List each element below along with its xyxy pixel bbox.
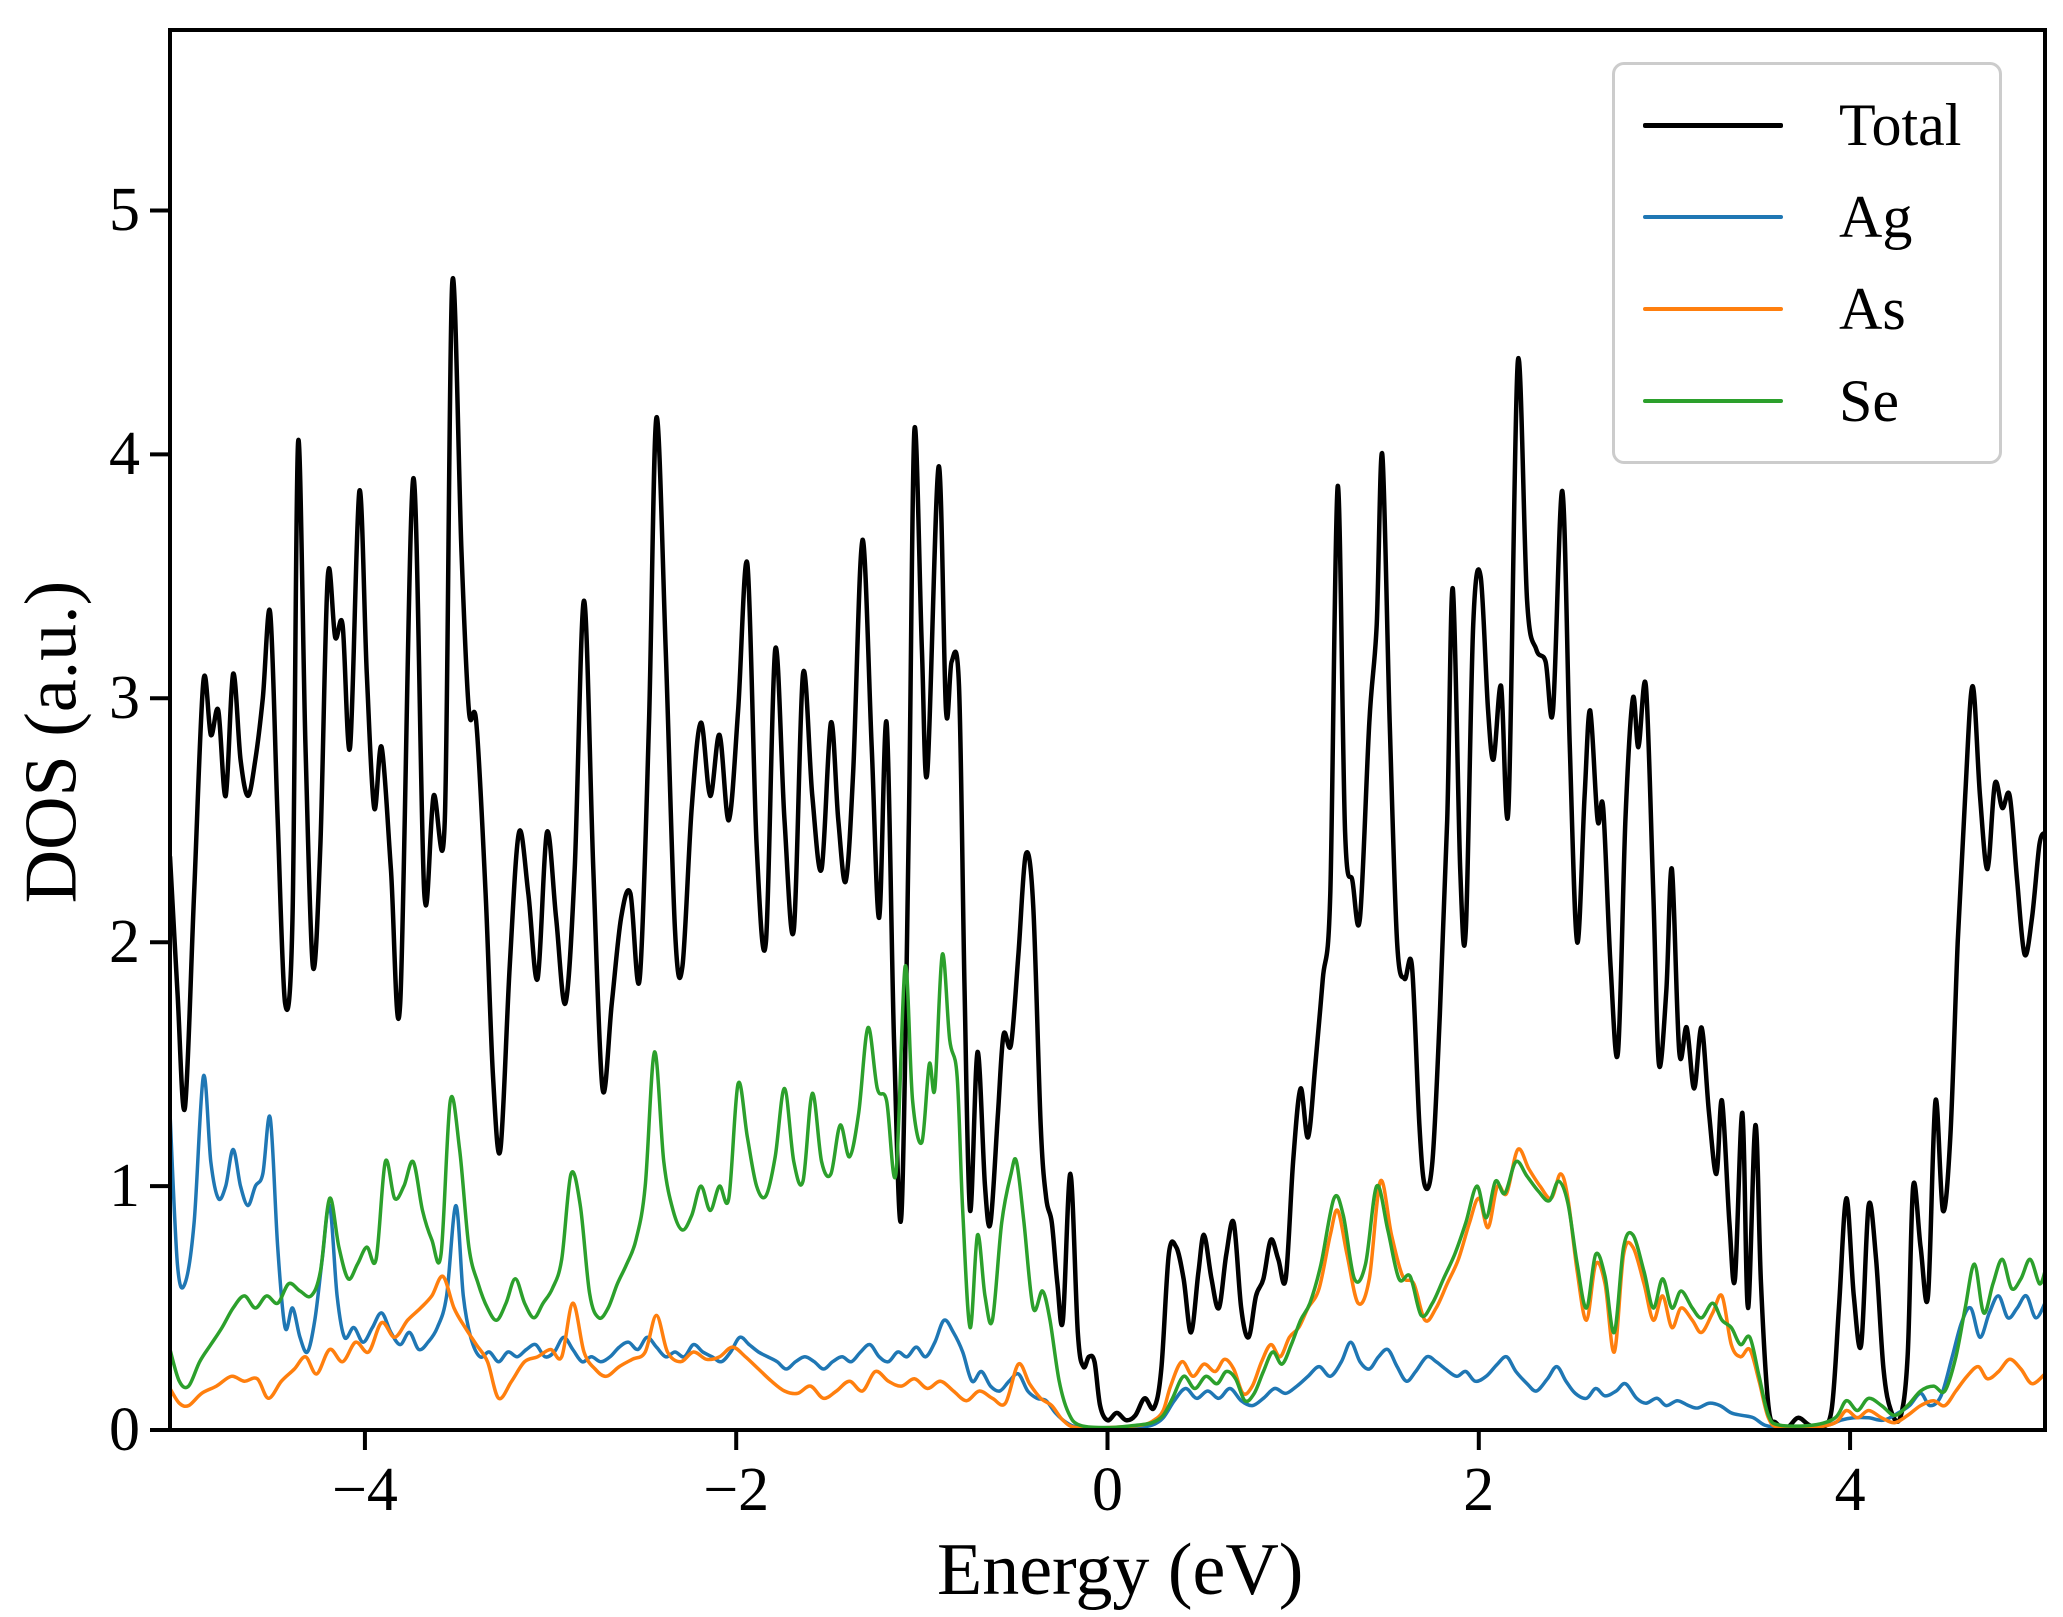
legend-item-as: As (1615, 263, 1999, 355)
y-tick-label: 2 (109, 908, 140, 977)
legend-item-ag: Ag (1615, 171, 1999, 263)
y-axis-label: DOS (a.u.) (10, 580, 93, 904)
y-tick-label: 1 (109, 1152, 140, 1221)
legend-label-as: As (1839, 275, 1906, 342)
x-tick-label: 4 (1834, 1456, 1866, 1524)
ag-dos-line (170, 1073, 2045, 1430)
se-dos-line (170, 952, 2045, 1430)
y-tick-label: 0 (109, 1396, 140, 1464)
legend-line-as-icon (1643, 307, 1783, 311)
legend-item-se: Se (1615, 355, 1999, 447)
legend-line-total-icon (1643, 122, 1783, 128)
x-tick-label: 0 (1092, 1456, 1123, 1524)
legend: Total Ag As Se (1612, 62, 2002, 464)
as-dos-line (170, 1147, 2045, 1431)
legend-item-total: Total (1615, 79, 1999, 171)
axis-ticks (150, 208, 1853, 1450)
legend-label-se: Se (1839, 367, 1899, 434)
y-tick-label: 4 (109, 420, 140, 489)
legend-label-ag: Ag (1839, 183, 1913, 250)
x-tick-label: −2 (703, 1456, 770, 1524)
curves (170, 276, 2045, 1431)
legend-line-ag-icon (1643, 215, 1783, 219)
y-tick-label: 3 (109, 664, 140, 733)
y-tick-label: 5 (109, 176, 140, 245)
x-axis-label: Energy (eV) (937, 1529, 1304, 1611)
x-tick-label: −4 (331, 1456, 398, 1524)
legend-line-se-icon (1643, 399, 1783, 403)
total-dos-line (170, 276, 2045, 1431)
x-tick-label: 2 (1463, 1456, 1495, 1524)
legend-label-total: Total (1839, 91, 1962, 158)
plot-border (168, 28, 2047, 1432)
